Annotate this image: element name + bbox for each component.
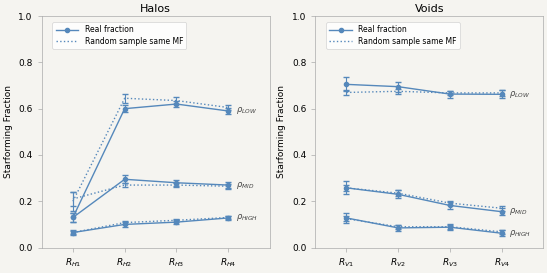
Y-axis label: Starforming Fraction: Starforming Fraction bbox=[4, 85, 13, 178]
Text: $\rho_{LOW}$: $\rho_{LOW}$ bbox=[509, 89, 531, 100]
Text: $\rho_{LOW}$: $\rho_{LOW}$ bbox=[236, 105, 257, 117]
Title: Voids: Voids bbox=[415, 4, 444, 14]
Legend: Real fraction, Random sample same MF: Real fraction, Random sample same MF bbox=[326, 22, 459, 49]
Text: $\rho_{MID}$: $\rho_{MID}$ bbox=[509, 206, 528, 217]
Legend: Real fraction, Random sample same MF: Real fraction, Random sample same MF bbox=[53, 22, 186, 49]
Text: $\rho_{HIGH}$: $\rho_{HIGH}$ bbox=[236, 212, 258, 223]
Title: Halos: Halos bbox=[140, 4, 171, 14]
Y-axis label: Starforming Fraction: Starforming Fraction bbox=[277, 85, 287, 178]
Text: $\rho_{HIGH}$: $\rho_{HIGH}$ bbox=[509, 228, 532, 239]
Text: $\rho_{MID}$: $\rho_{MID}$ bbox=[236, 180, 254, 191]
